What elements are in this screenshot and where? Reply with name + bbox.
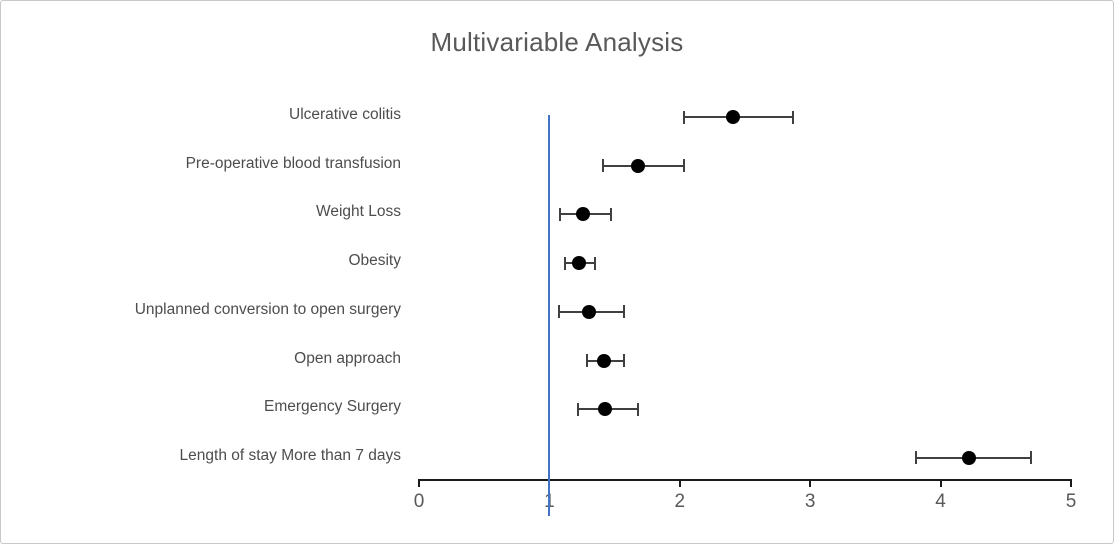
category-label: Ulcerative colitis bbox=[289, 106, 401, 123]
x-axis-tick bbox=[1070, 481, 1072, 487]
error-bar-cap-low bbox=[577, 402, 580, 416]
category-label: Length of stay More than 7 days bbox=[179, 446, 401, 464]
x-axis-tick bbox=[809, 481, 812, 487]
data-point bbox=[597, 353, 612, 368]
data-point bbox=[631, 158, 646, 173]
x-axis-tick bbox=[678, 481, 681, 487]
error-bar-cap-high bbox=[594, 256, 597, 270]
error-bar-cap-low bbox=[682, 110, 685, 124]
data-point bbox=[581, 304, 596, 319]
x-axis-line bbox=[418, 479, 1072, 481]
data-point bbox=[572, 256, 587, 271]
x-axis-tick bbox=[939, 481, 942, 487]
error-bar-cap-low bbox=[601, 159, 604, 173]
category-label: Open approach bbox=[294, 349, 401, 367]
error-bar-cap-high bbox=[792, 110, 795, 124]
category-label: Emergency Surgery bbox=[264, 398, 401, 416]
data-point bbox=[598, 402, 613, 417]
data-point bbox=[962, 450, 977, 465]
x-axis-tick bbox=[418, 481, 420, 487]
data-point bbox=[576, 207, 591, 222]
error-bar-cap-high bbox=[1029, 451, 1032, 465]
error-bar-cap-high bbox=[622, 305, 625, 319]
x-axis-tick-label: 5 bbox=[1065, 491, 1077, 512]
error-bar-cap-high bbox=[609, 207, 612, 221]
x-axis-tick-label: 4 bbox=[935, 491, 946, 512]
x-axis-tick-label: 0 bbox=[413, 491, 425, 512]
error-bar-cap-high bbox=[622, 354, 625, 368]
x-axis-tick-label: 3 bbox=[804, 491, 816, 512]
error-bar-cap-low bbox=[564, 256, 567, 270]
category-label: Obesity bbox=[348, 252, 401, 270]
error-bar-cap-high bbox=[637, 402, 640, 416]
error-bar-cap-high bbox=[682, 159, 685, 173]
data-point bbox=[726, 110, 741, 124]
error-bar-cap-low bbox=[586, 354, 589, 368]
category-label: Weight Loss bbox=[315, 203, 401, 221]
x-axis-tick-label: 2 bbox=[674, 491, 686, 512]
error-bar-cap-low bbox=[557, 305, 560, 319]
chart-title: Multivariable Analysis bbox=[430, 27, 684, 57]
reference-line bbox=[548, 115, 551, 516]
category-label: Unplanned conversion to open surgery bbox=[134, 300, 401, 318]
category-label: Pre-operative blood transfusion bbox=[185, 154, 401, 172]
error-bar-cap-low bbox=[558, 207, 561, 221]
error-bar-cap-low bbox=[914, 451, 917, 465]
